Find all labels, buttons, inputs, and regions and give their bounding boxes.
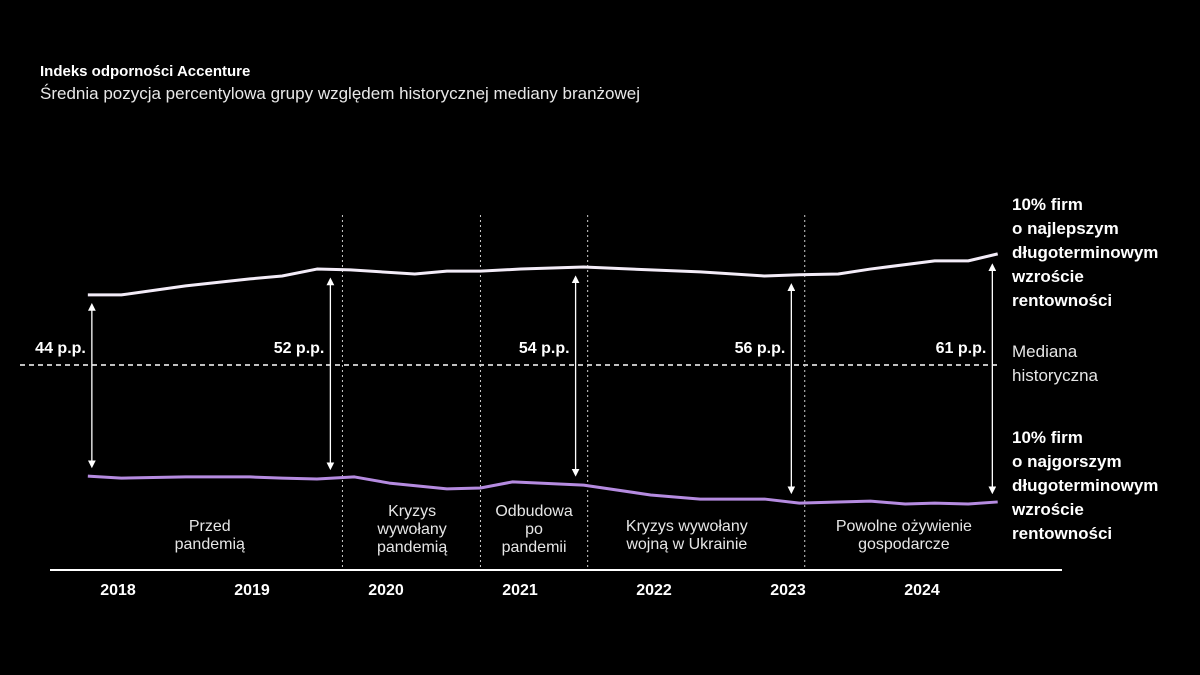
period-label: Kryzys wywołany wojną w Ukrainie bbox=[625, 518, 748, 553]
bottom-series-label: 10% firm o najgorszym długoterminowym wz… bbox=[1012, 428, 1159, 543]
bottom-decile-line bbox=[87, 474, 998, 506]
year-tick-label: 2023 bbox=[770, 582, 806, 599]
year-tick-label: 2022 bbox=[636, 582, 672, 599]
gap-label: 61 p.p. bbox=[935, 340, 987, 357]
median-label: Mediana historyczna bbox=[1012, 342, 1098, 385]
year-tick-label: 2020 bbox=[368, 582, 404, 599]
top-series-label: 10% firm o najlepszym długoterminowym wz… bbox=[1012, 195, 1159, 310]
year-tick-label: 2024 bbox=[904, 582, 940, 599]
period-label: Powolne ożywienie gospodarcze bbox=[835, 518, 972, 553]
gap-label: 56 p.p. bbox=[734, 340, 786, 357]
period-label: Przed pandemią bbox=[174, 518, 245, 553]
chart-subtitle: Średnia pozycja percentylowa grupy wzglę… bbox=[40, 84, 641, 103]
chart-title: Indeks odporności Accenture bbox=[40, 63, 251, 80]
gap-label: 44 p.p. bbox=[35, 340, 86, 357]
top-decile-line bbox=[87, 252, 999, 297]
period-label: Odbudowa po pandemii bbox=[495, 503, 573, 556]
year-tick-label: 2021 bbox=[502, 582, 538, 599]
year-tick-label: 2019 bbox=[234, 582, 270, 599]
gap-label: 54 p.p. bbox=[518, 340, 570, 357]
gap-label: 52 p.p. bbox=[273, 340, 325, 357]
period-label: Kryzys wywołany pandemią bbox=[376, 503, 448, 556]
year-tick-label: 2018 bbox=[100, 582, 136, 599]
